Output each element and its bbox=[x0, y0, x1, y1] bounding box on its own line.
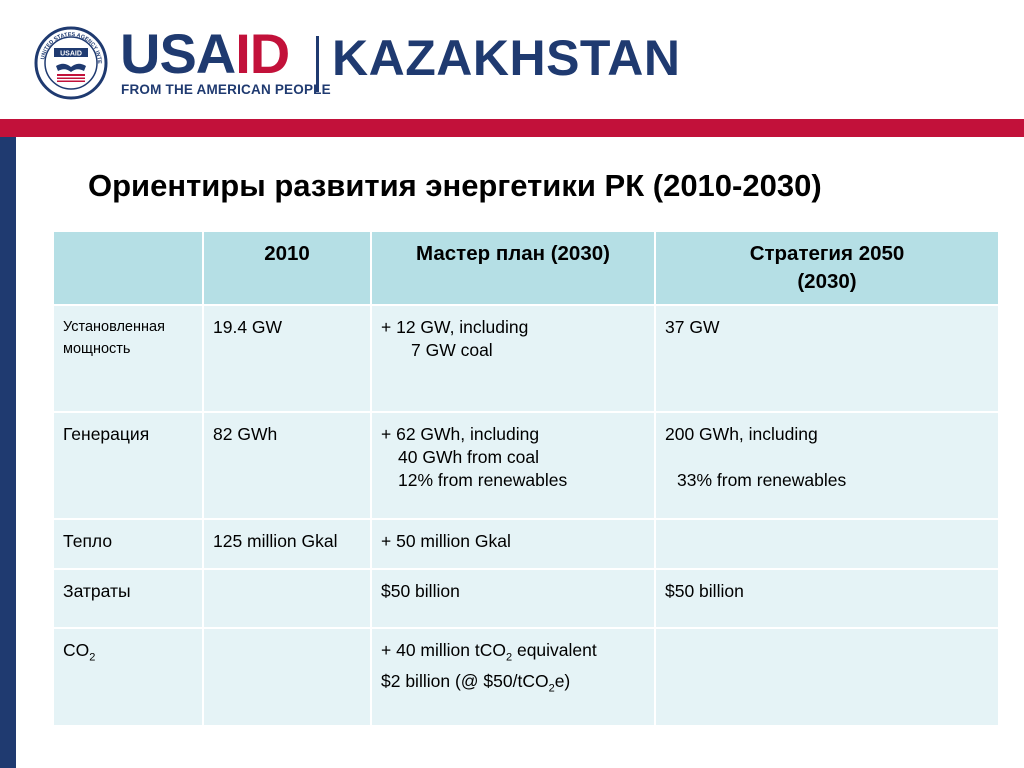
header-cell-empty bbox=[52, 230, 204, 306]
cell-line: $2 billion (@ $50/tCO2e) bbox=[381, 670, 571, 695]
country-name: KAZAKHSTAN bbox=[332, 30, 681, 86]
row-label-heat: Тепло bbox=[52, 518, 204, 570]
tagline: FROM THE AMERICAN PEOPLE bbox=[121, 82, 331, 97]
header-cell-2010: 2010 bbox=[202, 230, 372, 306]
cell-2010: 125 million Gkal bbox=[202, 518, 372, 570]
header-cell-strategy: Стратегия 2050 (2030) bbox=[654, 230, 1000, 306]
row-label-generation: Генерация bbox=[52, 411, 204, 520]
table-row: Затраты $50 billion $50 billion bbox=[52, 568, 1000, 629]
cell-master-plan: + 50 million Gkal bbox=[370, 518, 656, 570]
table-row: Тепло 125 million Gkal + 50 million Gkal bbox=[52, 518, 1000, 570]
cell-2010: 82 GWh bbox=[202, 411, 372, 520]
cell-line: 7 GW coal bbox=[411, 340, 493, 360]
row-label-co2: CO2 bbox=[52, 627, 204, 727]
slide-title: Ориентиры развития энергетики РК (2010-2… bbox=[88, 168, 822, 203]
cell-strategy: $50 billion bbox=[654, 568, 1000, 629]
strategy-header-line1: Стратегия 2050 bbox=[749, 242, 905, 265]
cell-strategy: 37 GW bbox=[654, 304, 1000, 413]
cell-strategy-empty bbox=[654, 627, 1000, 727]
row-label-capacity: Установленная мощность bbox=[52, 304, 204, 413]
red-banner bbox=[0, 119, 1024, 137]
cell-line: 40 GWh from coal bbox=[398, 447, 540, 467]
cell-strategy: 200 GWh, including 33% from renewables bbox=[654, 411, 1000, 520]
cell-strategy-empty bbox=[654, 518, 1000, 570]
table-header-row: 2010 Мастер план (2030) Стратегия 2050 (… bbox=[52, 230, 1000, 306]
row-label-costs: Затраты bbox=[52, 568, 204, 629]
seal-name-text: USAID bbox=[60, 51, 82, 58]
cell-line: 33% from renewables bbox=[677, 470, 847, 490]
cell-2010-empty bbox=[202, 627, 372, 727]
table-row: CO2 + 40 million tCO2 equivalent $2 bill… bbox=[52, 627, 1000, 727]
usaid-seal-logo: USAID UNITED STATES AGENCY INTERNATIONAL… bbox=[34, 26, 108, 100]
header-divider bbox=[316, 36, 319, 92]
cell-line: + 12 GW, including bbox=[381, 317, 529, 337]
table-row: Генерация 82 GWh + 62 GWh, including 40 … bbox=[52, 411, 1000, 520]
strategy-header-line2: (2030) bbox=[797, 270, 857, 293]
cell-2010-empty bbox=[202, 568, 372, 629]
cell-line: 200 GWh, including bbox=[665, 424, 818, 444]
header-cell-master-plan: Мастер план (2030) bbox=[370, 230, 656, 306]
cell-line: + 62 GWh, including bbox=[381, 424, 540, 444]
usaid-wordmark: USAID bbox=[120, 22, 290, 85]
energy-targets-table: 2010 Мастер план (2030) Стратегия 2050 (… bbox=[52, 230, 1000, 727]
table-row: Установленная мощность 19.4 GW + 12 GW, … bbox=[52, 304, 1000, 413]
cell-master-plan: + 40 million tCO2 equivalent $2 billion … bbox=[370, 627, 656, 727]
cell-master-plan: $50 billion bbox=[370, 568, 656, 629]
cell-master-plan: + 62 GWh, including 40 GWh from coal 12%… bbox=[370, 411, 656, 520]
cell-line: + 40 million tCO2 equivalent bbox=[381, 640, 597, 664]
header: USAID UNITED STATES AGENCY INTERNATIONAL… bbox=[0, 0, 1024, 118]
left-accent-bar bbox=[0, 137, 16, 768]
cell-line: 12% from renewables bbox=[398, 470, 568, 490]
cell-2010: 19.4 GW bbox=[202, 304, 372, 413]
cell-master-plan: + 12 GW, including 7 GW coal bbox=[370, 304, 656, 413]
